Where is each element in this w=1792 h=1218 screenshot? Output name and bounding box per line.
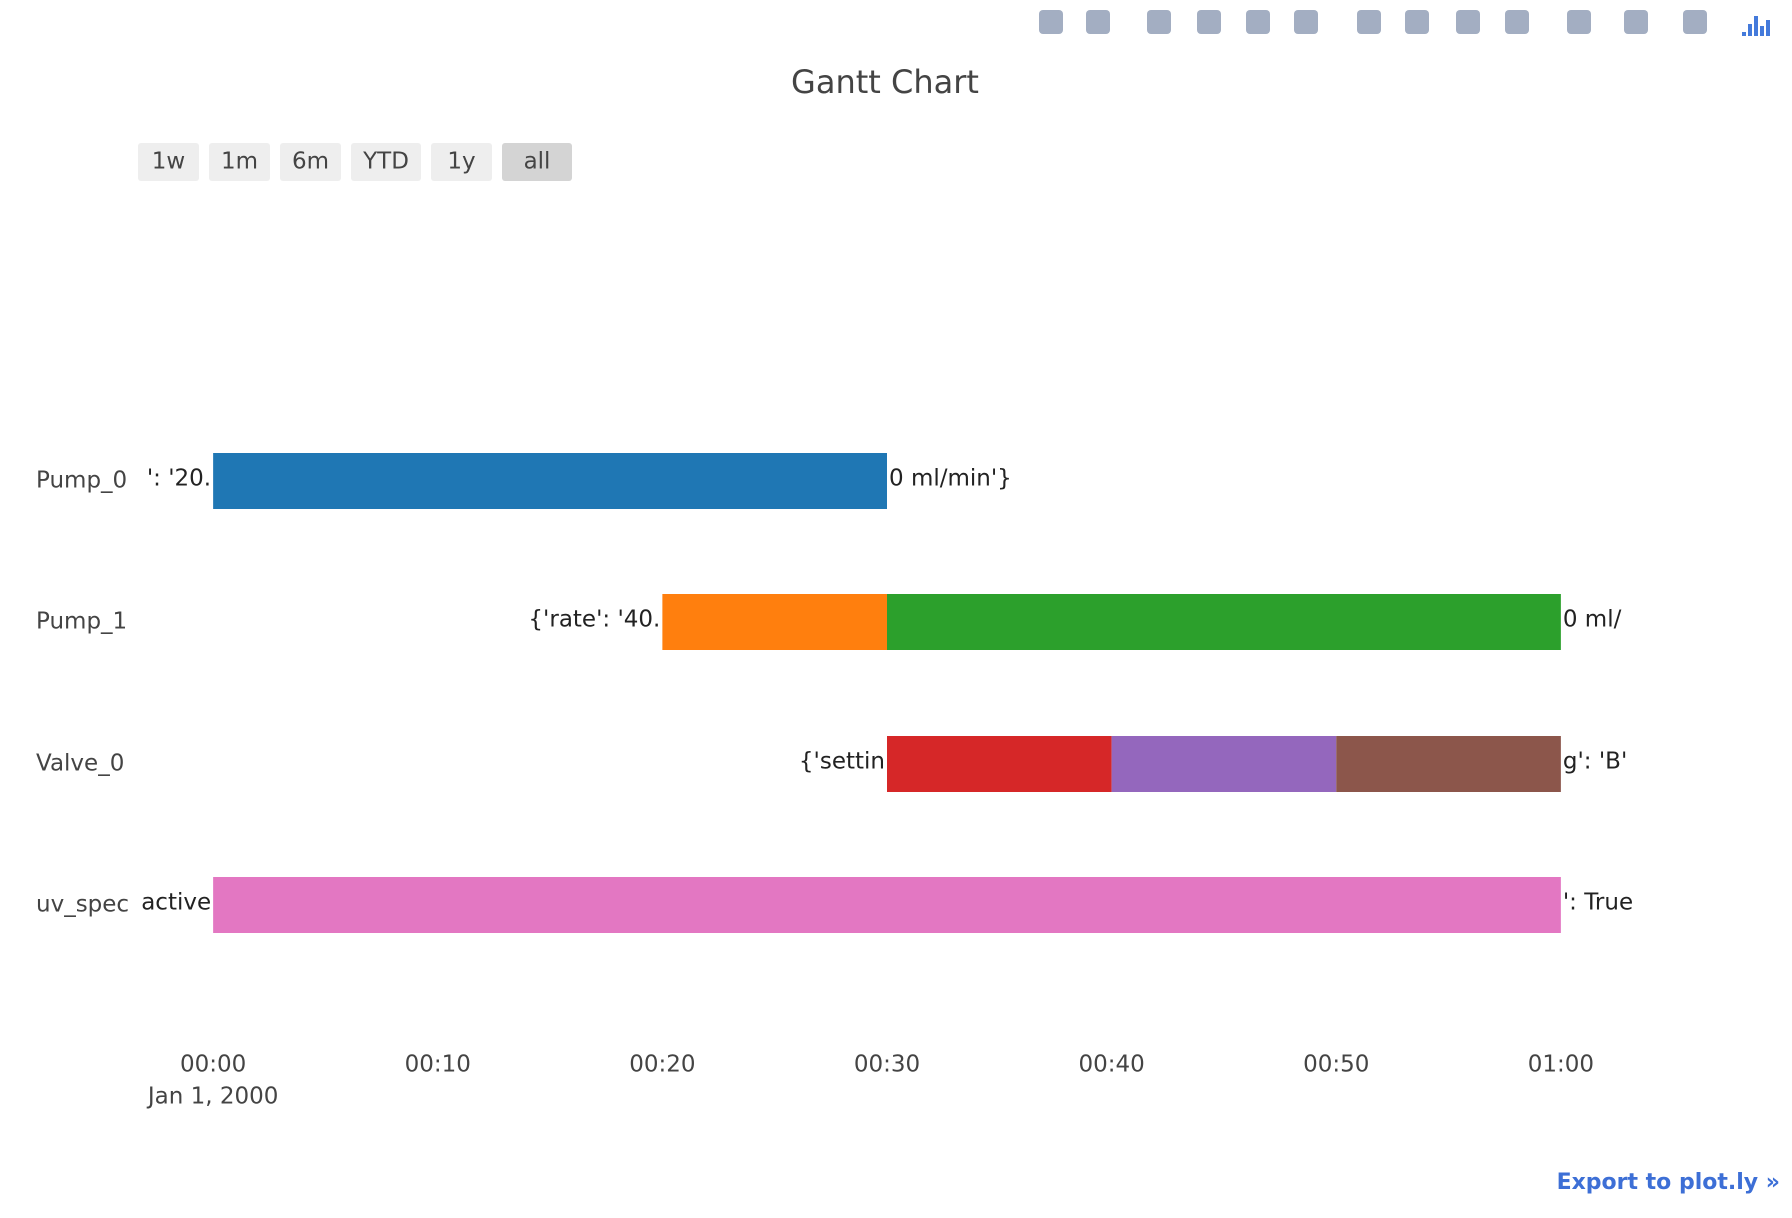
logo-bar	[1748, 24, 1752, 36]
axes: Pump_0 Pump_1 Valve_0 uv_spec 00:00 00:10 00:2…	[36, 468, 1594, 1110]
range-button[interactable]	[209, 143, 270, 181]
modebar	[1039, 10, 1770, 36]
range-button[interactable]	[431, 143, 492, 181]
toolbar-button[interactable]	[1246, 10, 1270, 34]
range-button-label[interactable]: 1m	[221, 149, 258, 175]
bar-text: 0 ml/	[1563, 607, 1622, 633]
toolbar-button[interactable]	[1197, 10, 1221, 34]
chart-title: Gantt Chart	[791, 63, 979, 101]
bar	[887, 736, 1112, 792]
range-button-label[interactable]: 1w	[152, 149, 185, 175]
toolbar-button[interactable]	[1683, 10, 1707, 34]
toolbar-button[interactable]	[1294, 10, 1318, 34]
x-tick-label: 00:50	[1303, 1052, 1369, 1078]
toolbar-button[interactable]	[1505, 10, 1529, 34]
bar-text: {'settin	[799, 749, 885, 775]
logo-bar	[1742, 32, 1746, 36]
toolbar-button[interactable]	[1405, 10, 1429, 34]
x-tick-label: 00:40	[1078, 1052, 1144, 1078]
range-button-label[interactable]: YTD	[362, 149, 409, 175]
x-date-label: Jan 1, 2000	[146, 1084, 279, 1110]
x-tick-label: 01:00	[1528, 1052, 1594, 1078]
logo-bar	[1760, 26, 1764, 36]
bar	[887, 594, 1561, 650]
range-button[interactable]	[502, 143, 572, 181]
toolbar-button[interactable]	[1039, 10, 1063, 34]
y-tick-label: Pump_1	[36, 609, 127, 635]
bar	[1336, 736, 1561, 792]
bar-text: g': 'B'	[1563, 749, 1627, 775]
toolbar-button[interactable]	[1624, 10, 1648, 34]
range-button[interactable]	[280, 143, 341, 181]
x-tick-label: 00:10	[405, 1052, 471, 1078]
toolbar-button[interactable]	[1357, 10, 1381, 34]
range-button-label[interactable]: 1y	[447, 149, 475, 175]
range-button-label[interactable]: all	[524, 149, 551, 175]
toolbar-button[interactable]	[1086, 10, 1110, 34]
plot-area: ': '20. 0 ml/min'} {'rate': '40. 0 ml/ {'set…	[141, 453, 1633, 933]
bar	[1111, 736, 1337, 792]
toolbar-button[interactable]	[1456, 10, 1480, 34]
range-button[interactable]	[351, 143, 421, 181]
logo-bar	[1766, 20, 1770, 36]
x-tick-label: 00:20	[629, 1052, 695, 1078]
bar-text: ': '20.	[147, 466, 211, 492]
x-tick-label: 00:30	[854, 1052, 920, 1078]
toolbar-button[interactable]	[1147, 10, 1171, 34]
y-tick-label: Valve_0	[36, 751, 124, 777]
x-tick-label: 00:00	[180, 1052, 246, 1078]
toolbar-button[interactable]	[1567, 10, 1591, 34]
bar-text: active	[141, 890, 211, 916]
logo-bar	[1754, 16, 1758, 36]
export-link[interactable]: Export to plot.ly »	[1557, 1170, 1780, 1195]
bar-text: 0 ml/min'}	[889, 466, 1012, 492]
y-tick-label: Pump_0	[36, 468, 127, 494]
bar-text: ': True	[1563, 890, 1633, 916]
bar	[213, 453, 888, 509]
bar	[662, 594, 887, 650]
toolbar-logo[interactable]	[1742, 16, 1770, 36]
bar-text: {'rate': '40.	[528, 607, 660, 633]
range-selector: 1w 1m 6m YTD 1y all	[138, 143, 572, 181]
bar	[213, 877, 1561, 933]
y-tick-label: uv_spec	[36, 892, 129, 918]
range-button-label[interactable]: 6m	[292, 149, 329, 175]
range-button[interactable]	[138, 143, 199, 181]
